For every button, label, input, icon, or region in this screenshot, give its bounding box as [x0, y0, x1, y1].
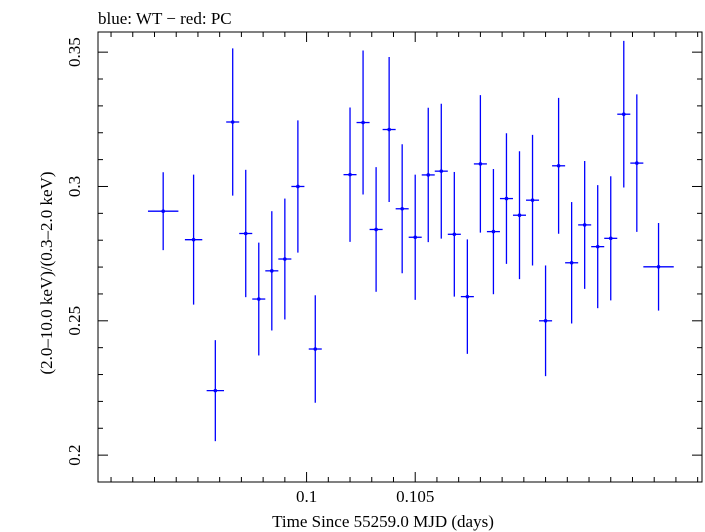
- data-marker: [400, 206, 404, 211]
- data-point: [526, 134, 540, 266]
- data-point: [643, 223, 674, 311]
- data-marker: [243, 231, 248, 236]
- data-point: [308, 295, 322, 403]
- data-marker: [439, 169, 444, 173]
- x-tick-label: 0.1: [296, 487, 317, 506]
- data-marker: [213, 388, 218, 393]
- data-point: [421, 107, 435, 243]
- data-point: [434, 103, 448, 239]
- y-tick-label: 0.25: [65, 306, 84, 336]
- data-marker: [517, 213, 522, 218]
- data-point: [591, 185, 605, 309]
- data-points: [147, 40, 674, 442]
- y-tick-label: 0.3: [65, 176, 84, 197]
- x-axis-label: Time Since 55259.0 MJD (days): [272, 512, 494, 531]
- y-tick-label: 0.35: [65, 37, 84, 67]
- data-point: [265, 211, 279, 331]
- data-marker: [387, 127, 391, 132]
- data-marker: [635, 161, 639, 165]
- data-point: [512, 151, 527, 280]
- data-point: [184, 174, 203, 305]
- y-tick-label: 0.2: [65, 445, 84, 466]
- data-marker: [230, 120, 235, 124]
- data-marker: [361, 120, 365, 125]
- data-marker: [478, 162, 483, 166]
- data-marker: [283, 257, 287, 261]
- data-point: [252, 242, 266, 356]
- data-point: [617, 40, 631, 188]
- data-marker: [608, 236, 613, 241]
- data-point: [539, 265, 553, 377]
- data-marker: [595, 244, 600, 249]
- data-marker: [530, 198, 535, 202]
- data-marker: [452, 232, 457, 237]
- data-point: [291, 120, 305, 253]
- data-marker: [191, 237, 196, 242]
- data-marker: [270, 269, 274, 273]
- x-tick-label: 0.105: [396, 487, 434, 506]
- data-marker: [161, 209, 165, 213]
- data-marker: [543, 319, 548, 323]
- plot-frame: [97, 31, 703, 483]
- data-marker: [556, 163, 561, 168]
- data-point: [630, 94, 644, 232]
- data-marker: [426, 173, 431, 177]
- data-marker: [413, 235, 418, 240]
- data-marker: [374, 227, 378, 232]
- data-point: [206, 340, 225, 442]
- data-marker: [569, 260, 574, 265]
- data-point: [460, 239, 474, 354]
- data-point: [226, 48, 240, 196]
- data-point: [604, 176, 618, 301]
- chart-title: blue: WT − red: PC: [98, 9, 232, 28]
- data-marker: [296, 184, 300, 189]
- data-point: [447, 171, 461, 297]
- data-point: [147, 172, 179, 251]
- data-point: [486, 169, 500, 295]
- data-marker: [465, 294, 470, 299]
- data-point: [356, 50, 370, 195]
- axis-ticks: [98, 32, 702, 483]
- data-point: [278, 198, 292, 320]
- data-point: [395, 144, 409, 274]
- data-marker: [256, 297, 261, 301]
- data-point: [382, 56, 396, 203]
- data-point: [239, 169, 253, 298]
- data-point: [552, 97, 566, 234]
- data-marker: [491, 229, 496, 234]
- data-marker: [621, 112, 626, 117]
- data-point: [565, 202, 579, 324]
- data-marker: [656, 265, 661, 269]
- y-axis-label: (2.0–10.0 keV)/(0.3–2.0 keV): [37, 171, 56, 374]
- data-point: [369, 167, 383, 292]
- data-marker: [313, 347, 318, 351]
- data-point: [473, 95, 487, 233]
- data-point: [408, 174, 422, 300]
- data-point: [499, 133, 513, 264]
- data-point: [343, 107, 357, 242]
- data-marker: [582, 223, 587, 227]
- data-marker: [504, 196, 509, 201]
- data-marker: [348, 172, 352, 177]
- data-point: [578, 160, 592, 289]
- axis-tick-labels: 0.1 0.105 0.2 0.25 0.3 0.35: [65, 37, 434, 506]
